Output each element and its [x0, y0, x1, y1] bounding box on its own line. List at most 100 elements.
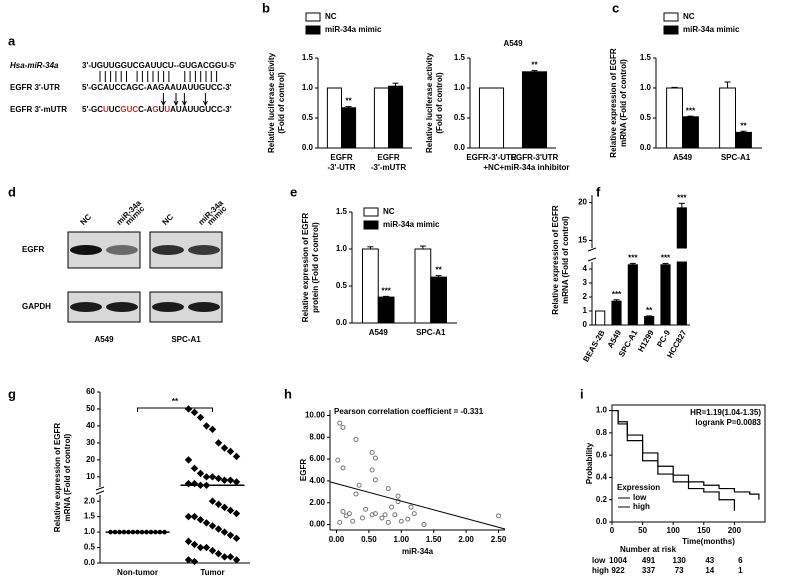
legend-label: high: [633, 502, 650, 511]
y-tick-label: 20: [578, 198, 587, 207]
y-axis-label: Relative expression of EGFR: [53, 423, 62, 533]
y-tick-label: 0.5: [336, 281, 348, 290]
point: [395, 493, 401, 499]
y-tick-label: 40: [86, 421, 95, 430]
legend-swatch: [363, 220, 379, 230]
point: [196, 469, 205, 478]
point: [220, 476, 229, 484]
x-tick-label: 150: [697, 526, 711, 535]
bar: [666, 87, 683, 149]
significance: **: [345, 97, 352, 106]
y-tick-label: 0.0: [84, 558, 96, 567]
significance: ***: [677, 193, 687, 202]
y-tick-label: 0.0: [454, 143, 466, 152]
y-axis-label: Relative expression of EGFR: [609, 48, 618, 158]
axis-break: [95, 486, 105, 491]
bar: [362, 248, 379, 324]
y-tick-label: 0: [583, 320, 588, 329]
bar: [719, 87, 736, 149]
point: [190, 540, 199, 549]
point: [359, 515, 365, 521]
sequence-part: GUC: [120, 105, 138, 114]
x-tick-label: 1.00: [394, 535, 410, 544]
annotation: HR=1.19(1.04-1.35): [690, 408, 761, 417]
point: [220, 444, 229, 452]
significance: **: [740, 121, 747, 130]
blot-group-label: SPC-A1: [171, 335, 201, 344]
y-tick-label: 1: [583, 306, 588, 315]
point: [405, 516, 411, 522]
sequence-part: U: [159, 105, 165, 114]
point: [372, 455, 378, 461]
point: [196, 543, 205, 552]
point: [335, 457, 341, 463]
arrow-head: [173, 100, 179, 107]
point: [232, 509, 241, 518]
plot-frame: [611, 404, 766, 523]
y-tick-label: 4: [583, 264, 588, 273]
point: [208, 473, 217, 481]
x-tick-label: Non-tumor: [117, 568, 158, 576]
y-tick-label: 0.0: [302, 143, 314, 152]
point: [395, 499, 401, 505]
bar: [682, 116, 699, 149]
x-tick-label: +NC: [483, 163, 499, 172]
bar: [660, 264, 671, 326]
blot-band: [188, 245, 220, 255]
point: [226, 553, 235, 561]
panel-label: h: [284, 386, 292, 401]
y-tick-label: 8.00: [309, 432, 325, 441]
arrow-head: [181, 100, 187, 107]
bar: [676, 207, 687, 249]
risk-value: 43: [705, 556, 714, 565]
x-tick-label: 0: [610, 526, 615, 535]
point: [214, 500, 223, 508]
point: [202, 543, 211, 552]
x-tick-label: -3'-UTR: [327, 163, 355, 172]
blot-band: [70, 302, 102, 312]
risk-value: 130: [673, 556, 687, 565]
x-tick-label: SPC-A1: [416, 328, 446, 337]
point: [392, 512, 398, 518]
legend-swatch: [363, 207, 379, 217]
point: [232, 452, 241, 461]
y-axis-label: Relative expression of EGFR: [301, 213, 310, 323]
y-axis-label: Relative expression of EGFR: [551, 205, 560, 315]
chart-title: A549: [503, 39, 523, 48]
point: [353, 491, 359, 497]
x-tick-label: 2.00: [458, 535, 474, 544]
sequence-part: 5'-GCAUCCAGC-AAGAAUAUUGUCC-3': [82, 83, 232, 92]
point: [226, 506, 235, 515]
sequence-part: 3'-UGUUGGUCGAUUCU--GUGACGGU-5': [82, 61, 236, 70]
point: [385, 486, 391, 492]
point: [353, 436, 359, 442]
y-tick-label: 0.5: [640, 113, 652, 122]
point: [343, 513, 349, 519]
point: [408, 504, 414, 510]
legend-label: low: [633, 493, 647, 502]
point: [382, 512, 388, 518]
y-tick-label: 0.2: [596, 495, 608, 504]
significance: **: [172, 397, 179, 406]
point: [389, 504, 395, 510]
bar: [430, 276, 447, 324]
blot-band: [152, 245, 184, 255]
panel-label: d: [8, 184, 16, 199]
point: [196, 516, 205, 524]
sequence: 3'-UGUUGGUCGAUUCU--GUGACGGU-5': [82, 61, 236, 70]
point: [184, 556, 193, 564]
significance-bracket: [137, 407, 213, 412]
y-tick-label: 1.5: [640, 53, 652, 62]
point: [369, 467, 375, 473]
axis-break: [587, 257, 597, 262]
sequence-part: U: [103, 105, 109, 114]
point: [226, 476, 235, 484]
point: [340, 508, 346, 514]
y-tick-label: 0.0: [640, 143, 652, 152]
bar: [341, 107, 357, 149]
significance: ***: [661, 254, 671, 263]
y-axis-label: Probability: [585, 442, 594, 484]
y-tick-label: 2.00: [309, 498, 325, 507]
y-tick-label: 4.00: [309, 476, 325, 485]
y-tick-label: 2.0: [84, 496, 96, 505]
